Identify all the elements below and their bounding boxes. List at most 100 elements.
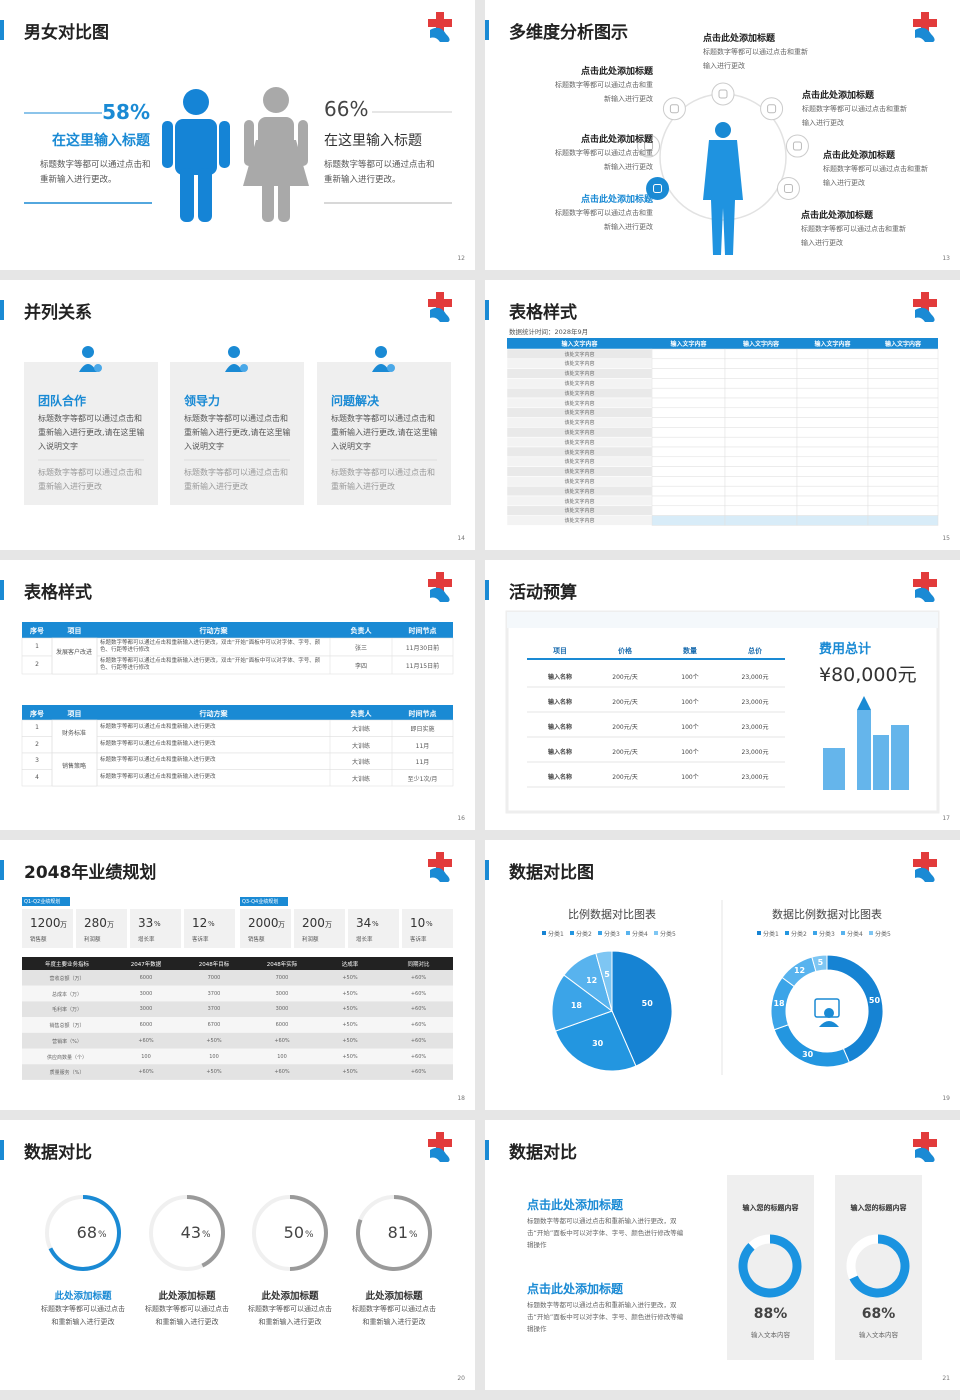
page-number: 21 [942,1375,950,1382]
slide: 数据对比 20 68% 此处添加标题 标题数字等都可以通过点击和重新输入进行更改 43% 此… [0,1120,475,1390]
data-label: 5 [817,957,824,967]
cell: 营收总额（万） [49,976,85,982]
header-cell: 输入文字内容 [742,341,779,348]
slide-graphics [0,572,454,787]
slide-title: 多维度分析图示 [509,23,628,43]
male-icon [162,121,173,168]
slice [773,1024,850,1068]
kpi-label: 增长率 [356,937,373,943]
cell: +50% [342,1022,358,1029]
cell [724,456,798,467]
slide-title: 数据对比 [509,1143,577,1163]
card [24,362,158,505]
kpi-value: 12 [192,916,208,930]
cell: +50% [342,1069,358,1076]
icon [372,364,390,372]
cell [867,436,939,448]
header-cell: 序号 [30,710,44,718]
kpi-value: 10 [410,916,426,930]
cell: 11月 [415,742,430,750]
row-cell: 该处文字内容 [564,469,595,476]
data-label: 5 [604,970,610,980]
cell: +60% [274,1069,290,1076]
building [891,725,909,790]
tag [240,897,288,906]
cell: +60% [410,1022,427,1029]
card-title: 输入您的标题内容 [742,1204,799,1212]
row-cell: 该处文字内容 [564,508,595,515]
page-number: 18 [457,1095,465,1102]
header-cell: 同期对比 [407,961,430,968]
cell [724,515,798,526]
caption: 输入文本内容 [751,1331,790,1339]
icon [760,97,784,121]
kpi-box [294,909,345,948]
legend-label: 分类4 [847,931,863,938]
body: 标题数字等都可以通过点击和重新输入进行更改。 [324,160,435,185]
cell [724,427,798,438]
icon [767,104,777,114]
cell: 毛利率（万） [51,1007,82,1014]
female-icon [262,180,274,222]
cell: +50% [342,1037,358,1044]
header-cell: 达成率 [341,961,359,968]
kpi-unit: % [154,920,161,928]
cell [796,368,869,379]
slide-title: 并列关系 [24,303,92,323]
cell [651,505,726,516]
cell: 标题数字等都可以通过点击和重新输入进行更改，双击“开始”面板中可以对字体、字号、… [100,658,321,671]
note: 标题数字等都可以通过点击和重新输入进行更改 [38,468,142,491]
ring-unit: % [409,1230,418,1240]
page-number: 12 [457,255,465,262]
legend-label: 分类2 [576,931,592,938]
kpi-label: 增长率 [138,937,155,943]
icon [387,364,395,372]
row [21,769,454,787]
logo [913,1139,937,1147]
group-cell [51,752,98,787]
row-cell: 该处文字内容 [564,498,595,505]
heading: 点击此处添加标题 [801,211,874,221]
cell [867,348,939,360]
cell: 张三 [354,645,367,652]
card-title: 输入您的标题内容 [850,1204,907,1212]
total: ¥80,000元 [819,664,917,686]
row-cell: 该处文字内容 [564,371,595,378]
icon [646,177,670,200]
center-icon [824,1008,834,1018]
logo [428,579,452,587]
table-header [22,705,453,720]
title-bar [485,860,489,880]
card [170,362,304,505]
cell: 11月 [415,759,430,767]
kpi-unit: % [208,920,215,928]
cell [651,436,726,448]
icon [785,134,809,158]
table-header [22,622,453,638]
card [317,362,451,505]
legend-label: 分类2 [791,931,807,938]
logo [430,1147,450,1162]
cell [867,358,939,369]
icon [718,89,728,99]
cell: 200元/天 [612,774,638,781]
header-cell: 行动方案 [199,627,228,635]
heading: 点击此处添加标题 [580,195,653,205]
row-cell: 该处文字内容 [564,429,595,436]
legend-label: 分类3 [604,931,620,938]
row [22,1001,453,1018]
body: 标题数字等都可以通过点击和重新输入进行更改，双击“开始”面板中可以对字体、字号、… [527,1301,684,1333]
heading: 此处添加标题 [261,1291,319,1302]
body: 标题数字等都可以通过点击和重新输入进行更改，双击“开始”面板中可以对字体、字号、… [527,1217,684,1249]
kpi-box [130,909,181,948]
cell [796,397,869,409]
slide-graphics [485,292,939,526]
kpi-label: 客诉率 [192,937,209,943]
cell [796,515,869,526]
heading: 此处添加标题 [54,1291,112,1302]
cell: 3000 [139,990,153,997]
cell [724,348,798,360]
heading: 问题解决 [331,394,380,408]
cell [724,358,798,369]
icon [644,141,654,151]
